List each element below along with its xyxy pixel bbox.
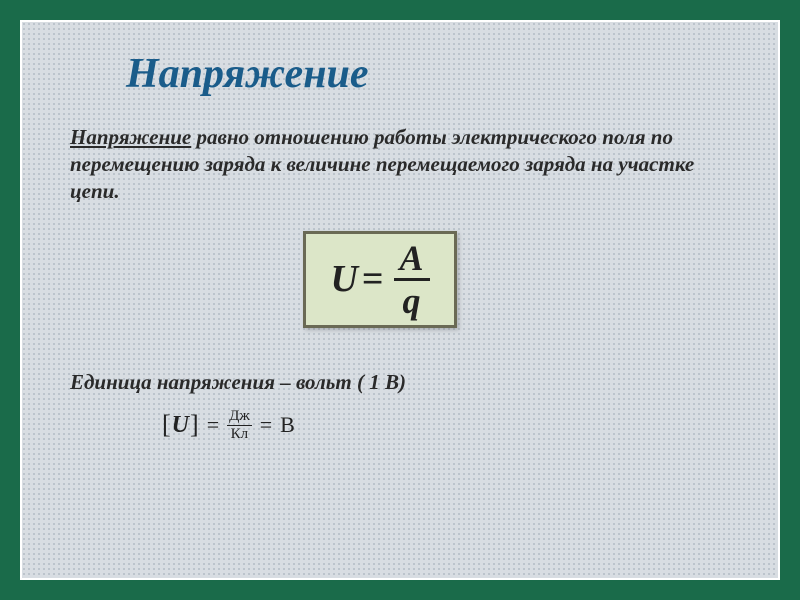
slide-title: Напряжение <box>126 50 730 98</box>
formula-wrap: U = A q <box>30 231 730 328</box>
formula-denominator: q <box>397 283 427 319</box>
formula-eq: = <box>362 257 384 301</box>
unit-eq-sign-2: = <box>260 412 272 438</box>
rbracket: ] <box>190 410 199 440</box>
unit-var: U <box>171 412 190 439</box>
unit-equation: [ U ] = Дж Кл = В <box>162 409 730 443</box>
outer-frame: Напряжение Напряжение равно отношению ра… <box>10 10 790 590</box>
formula-fraction: A q <box>394 240 430 319</box>
unit-fraction: Дж Кл <box>227 409 252 443</box>
formula-lhs: U <box>330 257 357 301</box>
unit-line: Единица напряжения – вольт ( 1 В) <box>70 370 730 395</box>
lbracket: [ <box>162 410 171 440</box>
unit-frac-den: Кл <box>229 427 251 442</box>
unit-rhs: В <box>280 412 295 438</box>
unit-frac-num: Дж <box>227 409 252 424</box>
formula-box: U = A q <box>303 231 456 328</box>
formula-numerator: A <box>394 240 430 276</box>
unit-eq-sign-1: = <box>207 412 219 438</box>
slide-canvas: Напряжение Напряжение равно отношению ра… <box>20 20 780 580</box>
definition-text: Напряжение равно отношению работы электр… <box>70 124 730 205</box>
definition-term: Напряжение <box>70 125 191 149</box>
